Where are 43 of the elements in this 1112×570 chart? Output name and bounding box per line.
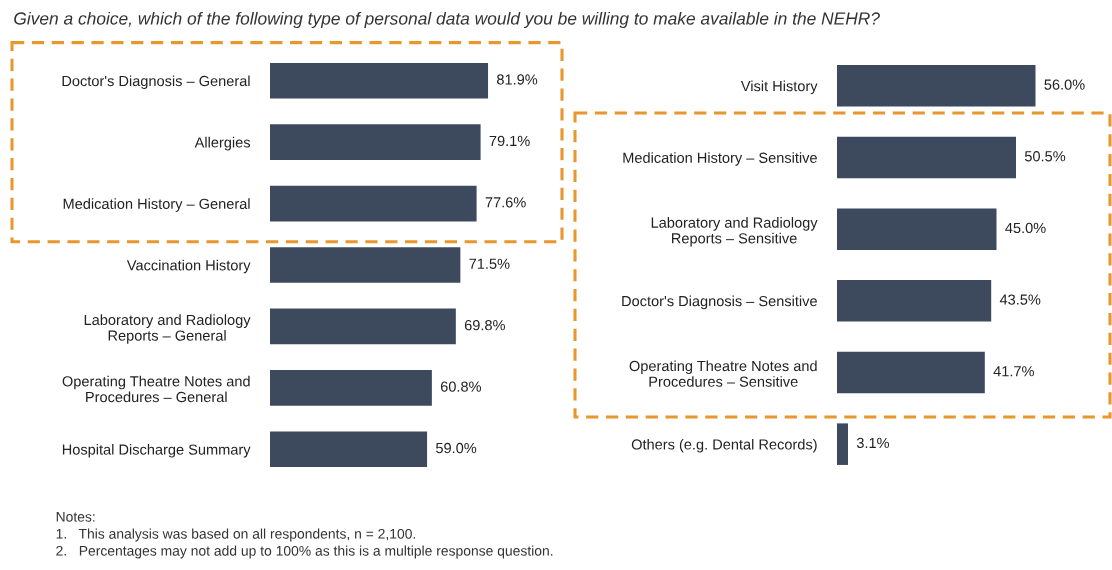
- data-label: 59.0%: [435, 442, 477, 454]
- y-tick-label: Operating Theatre Notes and Procedures – General: [62, 375, 250, 403]
- data-label: 43.5%: [999, 294, 1041, 305]
- bar: [270, 247, 461, 283]
- y-tick-label: Hospital Discharge Summary: [62, 444, 251, 458]
- y-tick-label: Laboratory and Radiology Reports – Sensitive: [651, 217, 818, 247]
- bar: [837, 136, 1016, 179]
- data-label: 79.1%: [489, 135, 530, 147]
- y-tick-label: Operating Theatre Notes and Procedures – Sensitive: [629, 360, 817, 387]
- y-tick-label: Allergies: [194, 136, 251, 151]
- data-label: 71.5%: [469, 258, 510, 269]
- bar: [270, 431, 428, 468]
- data-label: 45.0%: [1005, 222, 1046, 234]
- text: 1. This analysis was based on all respondents, n = 2,100.: [56, 528, 416, 542]
- bar: [837, 423, 848, 465]
- y-tick-label: Doctor's Diagnosis – General: [62, 75, 250, 90]
- data-label: 77.6%: [485, 197, 526, 208]
- bar: [837, 280, 992, 322]
- bar: [837, 65, 1036, 107]
- y-tick-label: Medication History – General: [63, 198, 250, 212]
- y-tick-label: Others (e.g. Dental Records): [631, 438, 817, 453]
- bar: [270, 308, 456, 345]
- data-label: 81.9%: [497, 74, 538, 85]
- bar: [837, 208, 997, 250]
- y-tick-label: Vaccination History: [126, 259, 251, 274]
- bar: [270, 185, 477, 222]
- bar: [270, 370, 432, 406]
- data-label: 60.8%: [440, 381, 482, 392]
- chart-title: Given a choice, which of the following type of personal data would you be willing to make available in the NEHR?: [14, 11, 880, 29]
- bar: [270, 62, 489, 99]
- data-label: 41.7%: [993, 366, 1034, 377]
- data-label: 69.8%: [464, 320, 505, 331]
- data-label: 3.1%: [856, 437, 890, 449]
- y-tick-label: Laboratory and Radiology Reports – General: [84, 314, 251, 344]
- bar: [837, 351, 985, 394]
- y-tick-label: Medication History – Sensitive: [623, 152, 817, 166]
- y-tick-label: Visit History: [740, 80, 818, 95]
- data-label: 50.5%: [1024, 151, 1066, 162]
- bar: [270, 124, 481, 160]
- text: Notes:: [56, 512, 95, 522]
- text: 2. Percentages may not add up to 100% as this is a multiple response question.: [56, 545, 553, 559]
- data-label: 56.0%: [1044, 79, 1085, 90]
- y-tick-label: Doctor's Diagnosis – Sensitive: [622, 295, 817, 310]
